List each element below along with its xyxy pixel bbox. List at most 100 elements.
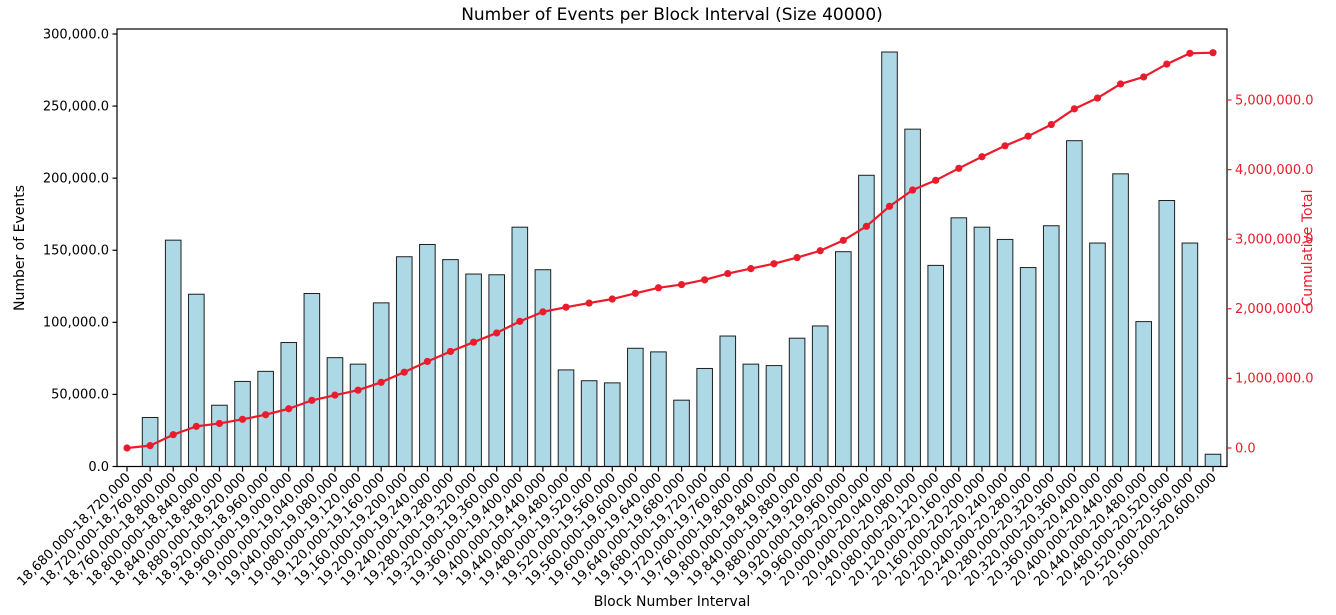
line-marker	[839, 236, 847, 244]
bar	[1089, 242, 1106, 467]
bar	[326, 357, 344, 467]
left-tick-label: 250,000.0	[43, 99, 109, 114]
line-marker	[909, 186, 917, 194]
line-marker	[932, 176, 940, 184]
bar	[1204, 453, 1222, 467]
bar	[1112, 173, 1129, 467]
bar	[973, 226, 991, 467]
line-marker	[631, 289, 639, 297]
bar	[927, 264, 945, 468]
line-marker	[1140, 73, 1148, 81]
line-marker	[585, 299, 593, 307]
bar	[650, 351, 667, 468]
line-marker	[1070, 105, 1078, 113]
line-marker	[262, 411, 270, 419]
line-marker	[192, 422, 200, 430]
bar	[1042, 225, 1060, 467]
line-marker	[701, 276, 709, 284]
line-marker	[816, 247, 824, 255]
bar	[1135, 321, 1152, 467]
line-marker	[1163, 60, 1171, 68]
bar	[881, 51, 898, 468]
line-marker	[331, 391, 339, 399]
bar	[996, 238, 1014, 467]
line-marker	[446, 347, 455, 356]
line-marker	[862, 222, 871, 230]
left-tick-label: 300,000.0	[43, 27, 109, 42]
line-marker	[677, 280, 686, 289]
line-marker	[793, 253, 801, 262]
line-marker	[423, 357, 431, 366]
bar	[465, 273, 482, 468]
bar	[557, 369, 575, 467]
y-axis-label-right: Cumulative Total	[1300, 189, 1316, 306]
line-marker	[169, 431, 177, 439]
line-marker	[1186, 49, 1194, 57]
bar	[719, 335, 737, 467]
bar	[835, 251, 852, 467]
line-marker	[1024, 132, 1032, 140]
line-marker	[562, 303, 570, 311]
bar	[211, 404, 228, 468]
line-marker	[493, 329, 501, 337]
bar	[811, 325, 829, 467]
line-marker	[400, 368, 408, 376]
bar	[234, 380, 251, 467]
bar	[534, 269, 552, 467]
bar	[395, 256, 413, 467]
line-marker	[1001, 142, 1009, 150]
cumulative-line	[126, 51, 1214, 450]
x-axis-ticks: 18,680,000-18,720,00018,720,000-18,760,0…	[15, 466, 1220, 589]
bar	[257, 370, 274, 468]
line-marker	[354, 386, 362, 394]
line-marker	[885, 202, 894, 210]
line-marker	[654, 284, 663, 292]
right-tick-label: 5,000,000.0	[1235, 93, 1314, 108]
bar	[1181, 242, 1199, 467]
left-axis-ticks: 0.0 50,000.0 100,000.0 150,000.0 200,000.0 25…	[43, 27, 117, 475]
line-marker	[238, 415, 247, 423]
line-marker	[516, 317, 524, 325]
line-marker	[1047, 120, 1055, 129]
y-axis-label-left: Number of Events	[12, 185, 28, 311]
x-axis-label: Block Number Interval	[594, 594, 751, 610]
bar	[442, 259, 459, 467]
left-tick-label: 100,000.0	[43, 316, 109, 331]
bar	[603, 382, 621, 468]
bar	[1066, 140, 1083, 467]
left-tick-label: 0.0	[88, 460, 109, 475]
left-tick-label: 50,000.0	[51, 388, 109, 403]
cumulative-line-group	[123, 49, 1217, 452]
line-marker	[608, 295, 616, 303]
bar	[280, 342, 298, 467]
bar	[488, 274, 505, 468]
right-tick-label: 4,000,000.0	[1235, 163, 1314, 178]
line-marker	[123, 444, 131, 452]
bar	[1158, 200, 1176, 467]
line-marker	[539, 308, 547, 316]
plot-border	[116, 28, 1228, 468]
bar	[188, 293, 205, 467]
right-tick-label: 2,000,000.0	[1235, 302, 1314, 317]
right-axis-ticks: 0.0 1,000,000.0 2,000,000.0 3,000,000.0 4,00…	[1227, 93, 1314, 456]
bar	[349, 363, 367, 468]
left-tick-label: 150,000.0	[43, 244, 109, 259]
line-marker	[308, 396, 316, 404]
bar	[580, 380, 598, 467]
line-marker	[978, 153, 986, 161]
bar	[742, 363, 760, 468]
bar	[627, 347, 644, 467]
bar	[904, 128, 921, 467]
line-marker	[1209, 49, 1217, 57]
bar	[419, 243, 436, 467]
line-marker	[770, 260, 778, 268]
bar	[511, 226, 529, 467]
line-marker	[146, 442, 154, 450]
bar	[696, 367, 713, 467]
bar	[673, 399, 690, 467]
line-marker	[377, 378, 385, 386]
bar	[1019, 267, 1037, 467]
bar	[950, 217, 968, 467]
bar	[303, 293, 321, 467]
